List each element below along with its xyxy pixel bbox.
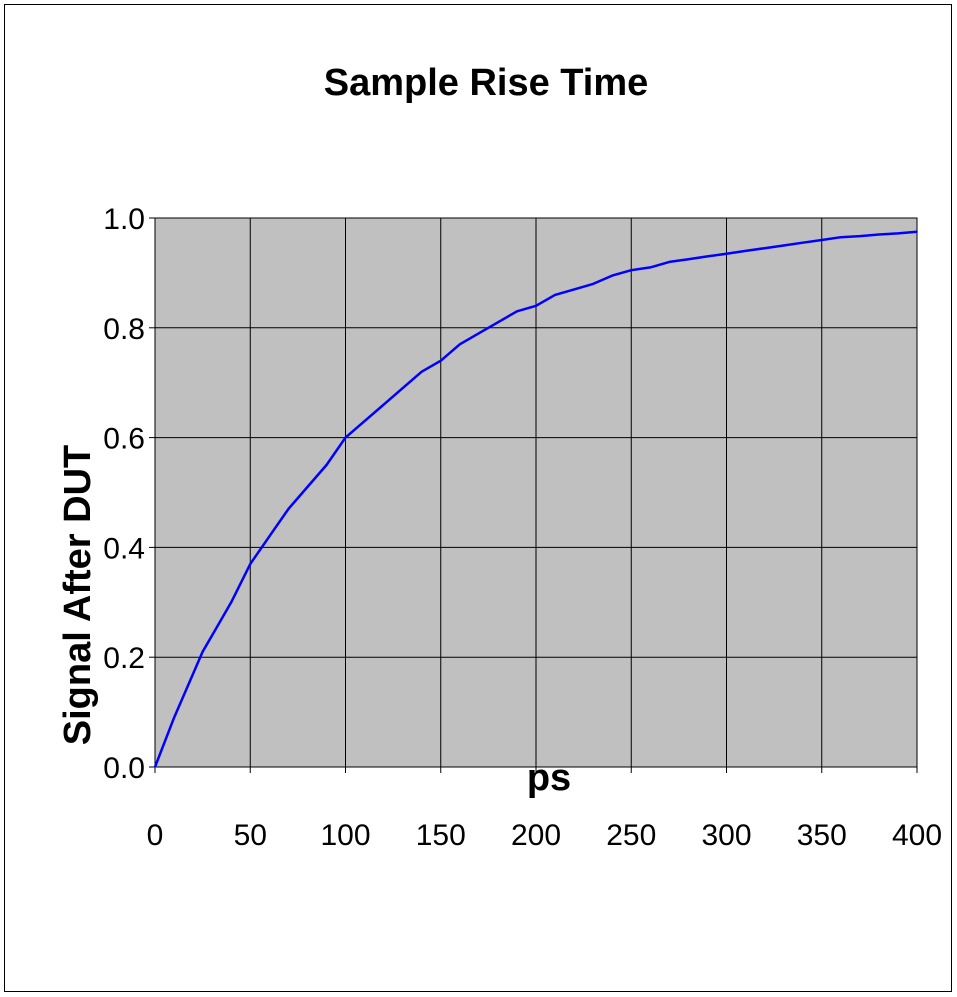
data-point — [801, 241, 804, 244]
x-tick-label: 250 — [606, 819, 656, 852]
data-point — [497, 321, 499, 324]
data-point — [211, 634, 213, 637]
y-tick-label: 0.2 — [103, 642, 145, 675]
data-point — [859, 235, 861, 237]
data-point — [630, 269, 633, 271]
data-point — [249, 563, 252, 565]
y-axis-title: Signal After DUT — [57, 445, 99, 746]
chart-title: Sample Rise Time — [324, 62, 649, 104]
x-tick-label: 350 — [797, 819, 847, 852]
data-point — [230, 601, 232, 604]
data-point — [459, 343, 461, 346]
data-point — [763, 247, 766, 249]
data-point — [725, 252, 728, 255]
data-point — [554, 294, 556, 296]
x-tick-label: 50 — [234, 819, 267, 852]
data-point — [573, 288, 575, 291]
x-tick-label: 150 — [416, 819, 466, 852]
data-point — [344, 436, 347, 439]
x-tick-label: 200 — [511, 819, 561, 852]
data-point — [268, 535, 271, 538]
data-point — [420, 370, 423, 373]
data-point — [649, 266, 652, 269]
data-point — [706, 255, 709, 258]
data-point — [363, 420, 366, 422]
data-point — [478, 332, 480, 335]
y-tick-label: 0.0 — [103, 752, 145, 785]
data-point — [535, 305, 537, 307]
x-tick-label: 100 — [320, 819, 370, 852]
data-point — [287, 508, 290, 510]
series-layer — [153, 230, 918, 768]
y-tick-label: 0.6 — [103, 423, 145, 456]
data-point — [916, 230, 918, 233]
x-axis-title: ps — [527, 757, 571, 799]
data-point — [192, 672, 194, 675]
data-point — [325, 464, 328, 466]
grid-lines — [154, 217, 918, 768]
x-tick-label: 300 — [701, 819, 751, 852]
data-point — [173, 716, 175, 719]
data-point — [201, 650, 204, 653]
data-point — [516, 310, 518, 313]
data-point — [878, 233, 880, 236]
x-tick-label: 0 — [147, 819, 164, 852]
data-point — [687, 258, 690, 260]
data-point — [154, 766, 156, 768]
series-line — [153, 230, 918, 768]
data-point — [439, 359, 442, 362]
y-tick-label: 1.0 — [103, 203, 145, 236]
data-point — [382, 403, 385, 406]
data-point — [897, 232, 899, 235]
data-point — [401, 387, 404, 389]
data-point — [840, 236, 842, 239]
data-point — [592, 283, 594, 285]
data-point — [820, 239, 823, 241]
y-axis-ticks: 0.0 0.2 0.4 0.6 0.8 1.0 — [103, 203, 155, 785]
data-point — [306, 486, 309, 488]
data-point — [782, 244, 785, 247]
y-tick-label: 0.8 — [103, 313, 145, 346]
data-point — [611, 274, 613, 277]
x-tick-label: 400 — [892, 819, 942, 852]
data-point — [668, 261, 671, 263]
x-axis-ticks: 0 50 100 150 200 250 300 350 400 — [147, 767, 942, 852]
data-point — [744, 250, 747, 252]
y-tick-label: 0.4 — [103, 532, 145, 565]
